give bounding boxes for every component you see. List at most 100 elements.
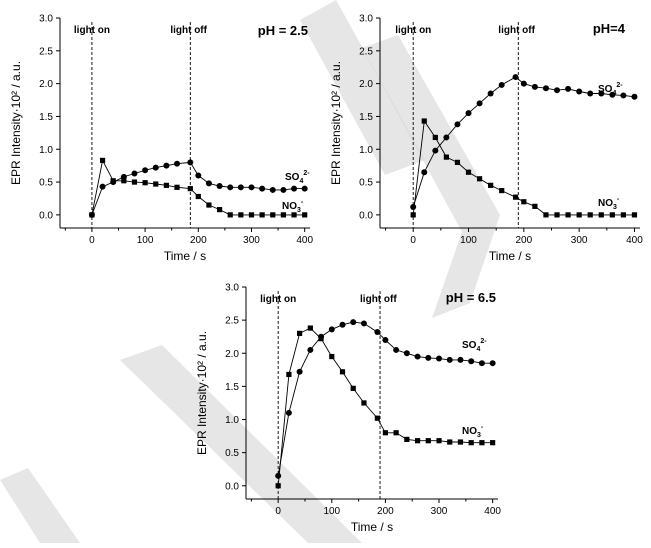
data-point	[620, 212, 627, 218]
data-point	[216, 207, 223, 213]
y-tick-label: 3.0	[225, 283, 239, 294]
light-on-label: light on	[74, 25, 110, 36]
y-tick-label: 1.5	[359, 112, 373, 123]
data-point	[259, 185, 266, 192]
data-point	[302, 212, 308, 218]
data-point	[216, 183, 223, 189]
series-no3: NO3-	[89, 157, 308, 218]
data-point	[174, 160, 181, 167]
data-point	[576, 88, 583, 95]
series-no3: NO3-	[275, 325, 496, 489]
data-point	[447, 439, 453, 445]
data-point	[490, 440, 496, 446]
data-point	[142, 180, 148, 186]
y-axis-title: EPR Intensity·10² / a.u.	[195, 331, 209, 455]
data-point	[275, 472, 282, 479]
data-point	[301, 185, 308, 192]
data-point	[350, 319, 357, 326]
data-point	[361, 400, 367, 406]
x-tick-label: 100	[323, 506, 340, 517]
data-point	[631, 93, 638, 100]
data-point	[436, 438, 442, 444]
data-point	[457, 356, 464, 363]
watermark	[0, 0, 500, 543]
data-point	[421, 169, 428, 176]
x-tick-label: 0	[410, 235, 416, 246]
watermark-stroke-a	[300, 0, 425, 175]
x-tick-label: 200	[515, 235, 532, 246]
data-point	[543, 212, 549, 218]
data-point	[393, 346, 400, 353]
data-point	[609, 91, 616, 98]
light-on-label: light on	[260, 294, 296, 305]
data-point	[587, 212, 593, 218]
data-point	[259, 212, 265, 218]
light-on-label: light on	[395, 25, 431, 36]
y-tick-label: 2.0	[225, 349, 239, 360]
data-point	[307, 346, 314, 353]
y-tick-label: 0.5	[359, 178, 373, 189]
data-point	[554, 87, 561, 94]
data-point	[285, 409, 292, 416]
data-point	[174, 184, 180, 190]
data-point	[296, 368, 303, 375]
data-point	[99, 183, 106, 190]
y-tick-label: 3.0	[39, 14, 53, 25]
data-point	[576, 212, 582, 218]
x-tick-label: 300	[571, 235, 588, 246]
x-tick-label: 200	[190, 235, 207, 246]
data-point	[318, 336, 324, 342]
y-axis-title: EPR Intensity·10² / a.u.	[9, 61, 23, 185]
x-tick-label: 0	[89, 235, 95, 246]
chart-title: pH = 6.5	[446, 290, 496, 305]
data-point	[457, 439, 464, 445]
light-off-label: light off	[360, 294, 397, 305]
series-label: NO3-	[282, 199, 304, 214]
data-point	[598, 90, 605, 97]
series-label: NO3-	[462, 424, 484, 439]
y-tick-label: 1.0	[225, 415, 239, 426]
y-tick-label: 0.5	[39, 178, 53, 189]
data-point	[403, 350, 410, 357]
chart-panel-2: 0.0 0.5 1.0 1.5 2.0 2.5 3.0 0 100 200 300 400 Time /…	[329, 14, 643, 264]
data-point	[468, 440, 474, 446]
data-point	[99, 157, 106, 164]
x-tick-label: 400	[484, 506, 501, 517]
y-tick-label: 2.0	[39, 79, 53, 90]
data-point	[410, 204, 417, 210]
data-point	[329, 353, 335, 360]
data-point	[410, 212, 416, 218]
data-point	[142, 167, 149, 174]
y-axis-title: EPR Intensity·10² / a.u.	[329, 61, 343, 185]
data-point	[478, 360, 485, 367]
data-point	[609, 212, 615, 218]
data-point	[163, 182, 169, 188]
y-tick-label: 2.0	[359, 79, 373, 90]
data-point	[554, 212, 560, 218]
data-point	[291, 212, 297, 218]
data-point	[479, 440, 485, 446]
y-tick-label: 2.5	[225, 316, 239, 327]
data-point	[421, 118, 427, 124]
x-axis-title: Time / s	[489, 249, 531, 263]
data-point	[205, 180, 212, 187]
data-point	[307, 325, 313, 331]
data-point	[374, 415, 380, 421]
data-point	[465, 110, 472, 117]
data-point	[443, 154, 449, 160]
data-point	[512, 194, 519, 200]
chart-title: pH=4	[593, 21, 626, 36]
data-point	[153, 181, 159, 187]
data-point	[631, 212, 638, 218]
data-point	[163, 162, 170, 169]
data-point	[328, 326, 335, 333]
y-tick-label: 1.0	[39, 145, 53, 156]
data-point	[374, 329, 381, 336]
data-point	[131, 170, 138, 177]
y-tick-label: 1.5	[39, 112, 53, 123]
series-so4: SO42-	[410, 74, 638, 210]
light-off-label: light off	[498, 25, 535, 36]
data-point	[565, 85, 572, 92]
watermark-stroke-c	[432, 215, 500, 318]
data-point	[227, 212, 233, 218]
